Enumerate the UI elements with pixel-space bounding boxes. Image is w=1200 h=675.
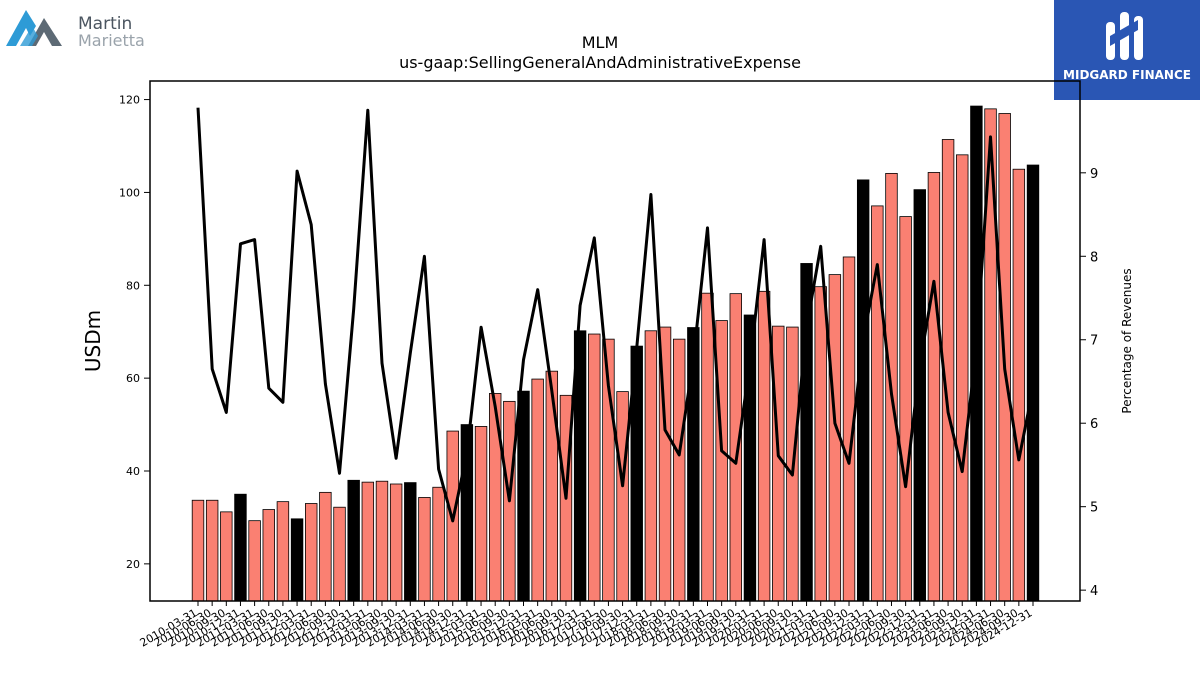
- midgard-finance-logo: MIDGARD FINANCE: [1054, 0, 1200, 100]
- y-tick-label: 40: [126, 465, 140, 478]
- bar-2014-03-31: [418, 497, 431, 602]
- bar-2017-03-31: [588, 333, 601, 602]
- y-tick-label: 20: [126, 558, 140, 571]
- bar-2023-03-31: [927, 172, 941, 602]
- bar-2020-12-31: [800, 263, 813, 602]
- y2-tick-label: 7: [1090, 334, 1098, 349]
- bar-2012-12-31: [347, 479, 360, 602]
- bar-2015-12-31: [517, 390, 530, 602]
- bar-2012-09-30: [333, 506, 346, 602]
- bar-2021-03-31: [814, 286, 827, 602]
- chart-title: MLM: [581, 33, 619, 52]
- bar-2022-09-30: [899, 216, 912, 602]
- bar-2013-03-31: [361, 481, 375, 602]
- y-tick-label: 80: [126, 279, 140, 292]
- right-axis-ticks: 4 5 6 7 8 9: [1080, 167, 1098, 599]
- midgard-mark-icon: [1106, 12, 1143, 60]
- bar-2018-03-31: [644, 330, 658, 602]
- bar-2011-12-31: [290, 518, 304, 602]
- bar-2012-03-31: [305, 503, 318, 602]
- bar-2016-06-30: [545, 370, 559, 602]
- bar-2021-12-31: [856, 179, 870, 602]
- y2-tick-label: 4: [1090, 584, 1098, 599]
- martin-marietta-mark-icon: Martin Marietta: [6, 10, 145, 50]
- midgard-logo-text: MIDGARD FINANCE: [1063, 68, 1191, 82]
- y-tick-label: 100: [119, 186, 140, 199]
- y-tick-label: 120: [119, 94, 140, 107]
- bar-2010-09-30: [220, 511, 233, 602]
- bars-group: [191, 105, 1040, 602]
- bar-2010-03-31: [191, 499, 205, 602]
- bar-2010-12-31: [234, 493, 247, 602]
- y2-tick-label: 6: [1090, 417, 1098, 432]
- y2-axis-label: Percentage of Revenues: [1120, 268, 1134, 413]
- bar-2011-09-30: [276, 501, 290, 602]
- bar-2017-09-30: [616, 391, 629, 602]
- bar-2016-03-31: [531, 378, 544, 602]
- martin-marietta-logo: Martin Marietta: [6, 4, 166, 52]
- bar-2019-06-30: [715, 320, 728, 602]
- bar-2013-12-31: [404, 482, 417, 602]
- bar-2024-09-30: [1012, 168, 1026, 602]
- chart-subtitle: us-gaap:SellingGeneralAndAdministrativeE…: [399, 53, 801, 72]
- bar-2011-03-31: [248, 520, 261, 602]
- x-axis-ticks: 2010-03-312010-06-302010-09-302010-12-31…: [138, 601, 1035, 650]
- y2-tick-label: 9: [1090, 167, 1098, 182]
- bar-2019-09-30: [729, 293, 742, 602]
- logo-line-2: Marietta: [78, 31, 145, 50]
- bar-2019-03-31: [701, 292, 714, 602]
- y-tick-label: 60: [126, 372, 140, 385]
- bar-2010-06-30: [205, 499, 219, 602]
- percentage-line: [196, 107, 1035, 523]
- bar-2023-09-30: [956, 154, 969, 602]
- y2-tick-label: 8: [1090, 250, 1098, 265]
- bar-2018-09-30: [672, 338, 686, 602]
- y2-tick-label: 5: [1090, 501, 1098, 516]
- bar-2011-06-30: [262, 509, 275, 602]
- left-axis-ticks: 20 40 60 80 100 120: [119, 94, 150, 571]
- bar-2024-12-31: [1026, 164, 1040, 602]
- bar-2014-06-30: [432, 486, 445, 602]
- bar-2012-06-30: [319, 491, 332, 602]
- bar-2013-09-30: [389, 483, 403, 602]
- logo-line-1: Martin: [78, 14, 132, 34]
- bar-2015-03-31: [474, 426, 488, 602]
- bar-2013-06-30: [375, 480, 389, 602]
- y-axis-label: USDm: [81, 310, 105, 372]
- bar-2020-03-31: [757, 290, 771, 602]
- plot-frame: [149, 80, 1081, 602]
